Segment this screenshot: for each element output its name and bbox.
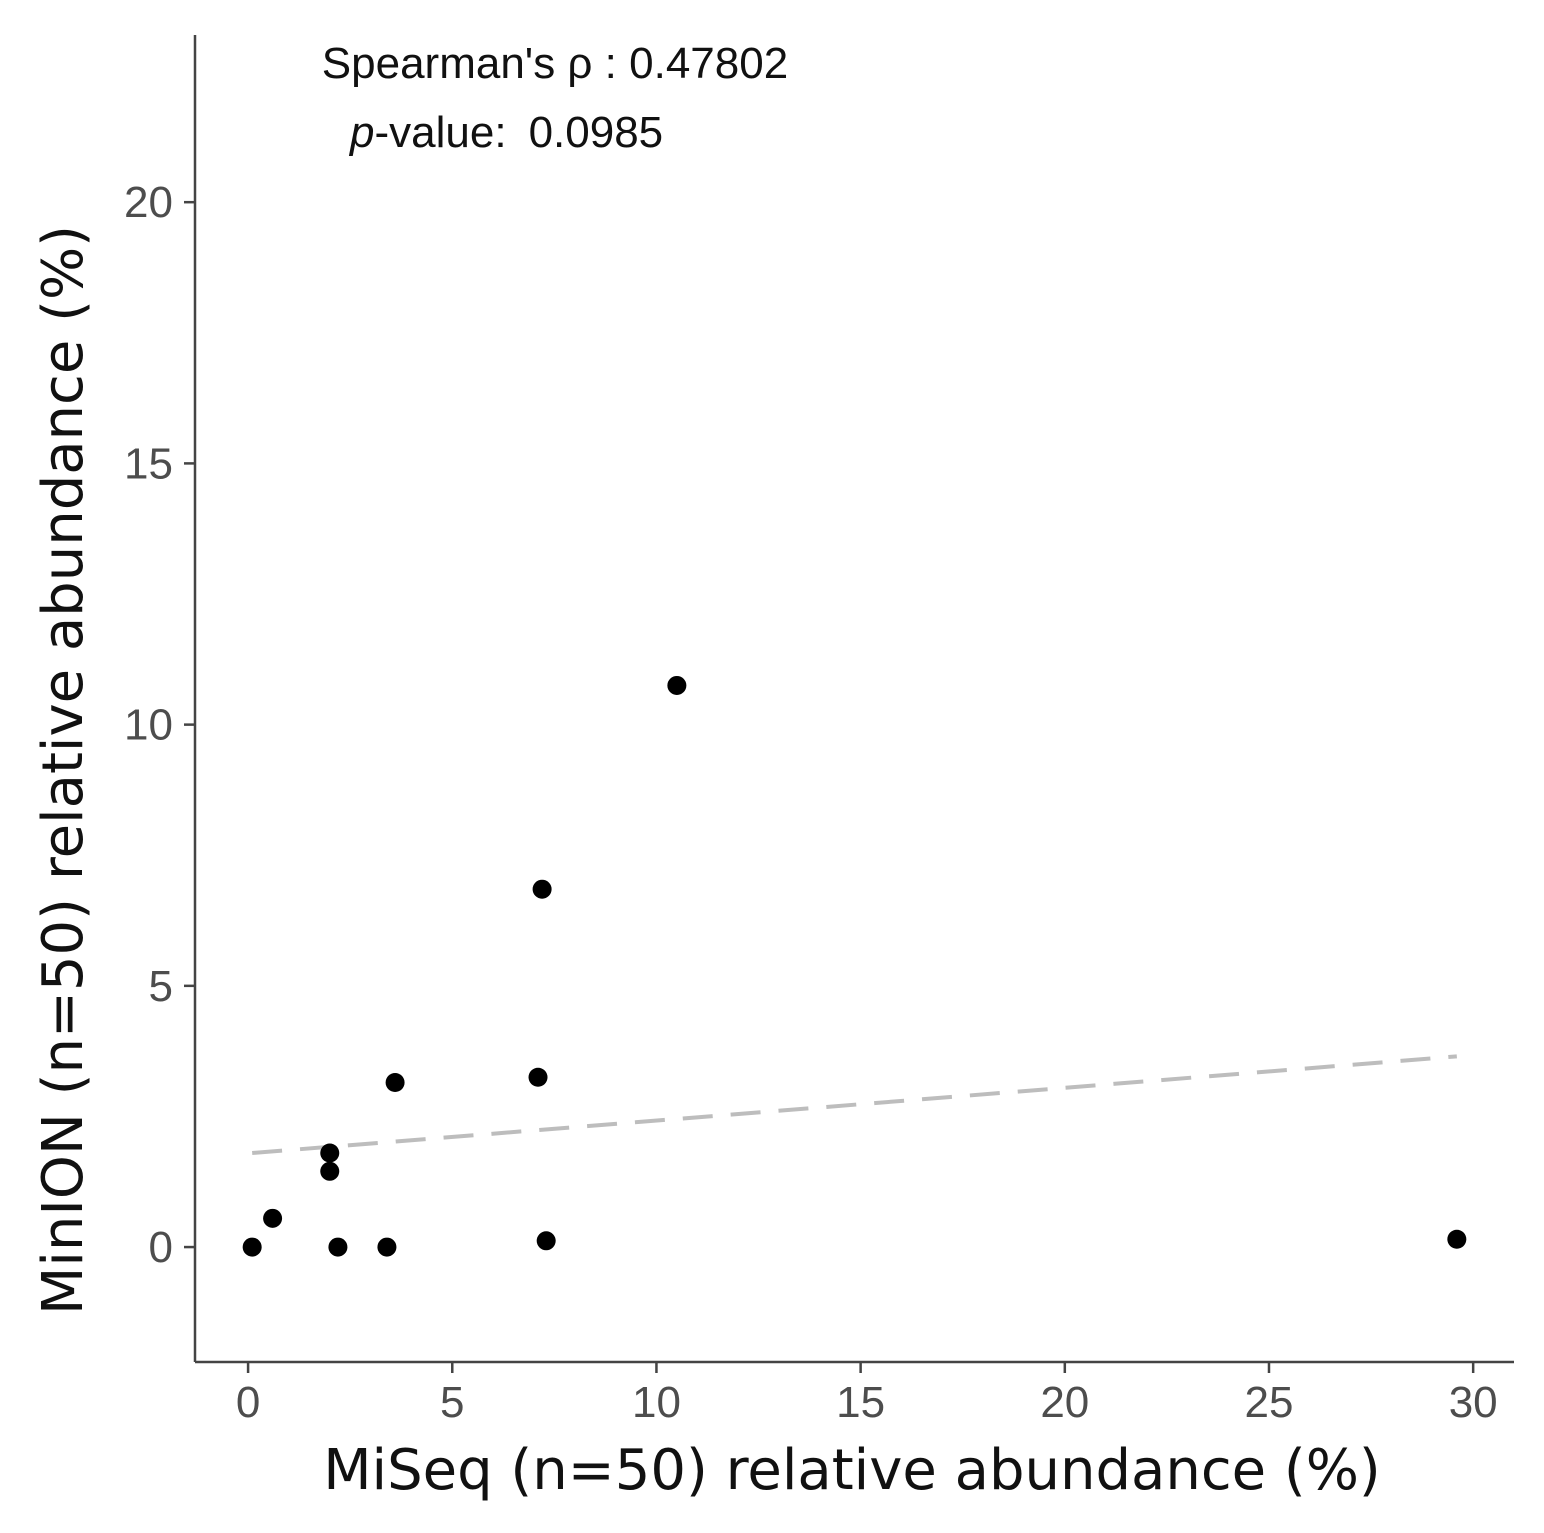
p-value-number: 0.0985 xyxy=(529,108,664,157)
x-axis-title: MiSeq (n=50) relative abundance (%) xyxy=(323,1438,1381,1503)
x-tick-label: 0 xyxy=(236,1378,260,1427)
p-value-label: -value: xyxy=(374,108,506,157)
x-tick-label: 20 xyxy=(1040,1378,1089,1427)
data-point xyxy=(377,1237,397,1257)
y-tick-label: 5 xyxy=(149,962,173,1011)
x-tick-label: 25 xyxy=(1245,1378,1294,1427)
y-tick-label: 0 xyxy=(149,1223,173,1272)
data-point xyxy=(1447,1229,1467,1249)
spearman-annotation: Spearman's ρ : 0.47802 xyxy=(322,39,788,88)
y-tick-label: 15 xyxy=(124,439,173,488)
data-point xyxy=(263,1208,283,1228)
data-point xyxy=(320,1161,340,1181)
x-tick-label: 15 xyxy=(836,1378,885,1427)
x-tick-label: 30 xyxy=(1449,1378,1498,1427)
y-axis-title: MinION (n=50) relative abundance (%) xyxy=(31,225,96,1315)
x-ticks: 0 5 10 15 20 25 30 xyxy=(236,1362,1498,1427)
data-point xyxy=(385,1072,405,1092)
y-ticks: 0 5 10 15 20 xyxy=(124,178,195,1272)
data-point xyxy=(532,879,552,899)
x-tick-label: 10 xyxy=(632,1378,681,1427)
data-points xyxy=(242,675,1467,1257)
x-tick-label: 5 xyxy=(440,1378,464,1427)
data-point xyxy=(536,1231,556,1251)
y-tick-label: 10 xyxy=(124,701,173,750)
y-tick-label: 20 xyxy=(124,178,173,227)
trend-line xyxy=(252,1054,1457,1156)
data-point xyxy=(242,1237,262,1257)
data-point xyxy=(328,1237,348,1257)
data-point xyxy=(528,1067,548,1087)
data-point xyxy=(667,675,687,695)
p-italic-label: p xyxy=(348,108,374,157)
p-value-annotation: p-value: 0.0985 xyxy=(348,108,663,157)
data-point xyxy=(320,1143,340,1163)
